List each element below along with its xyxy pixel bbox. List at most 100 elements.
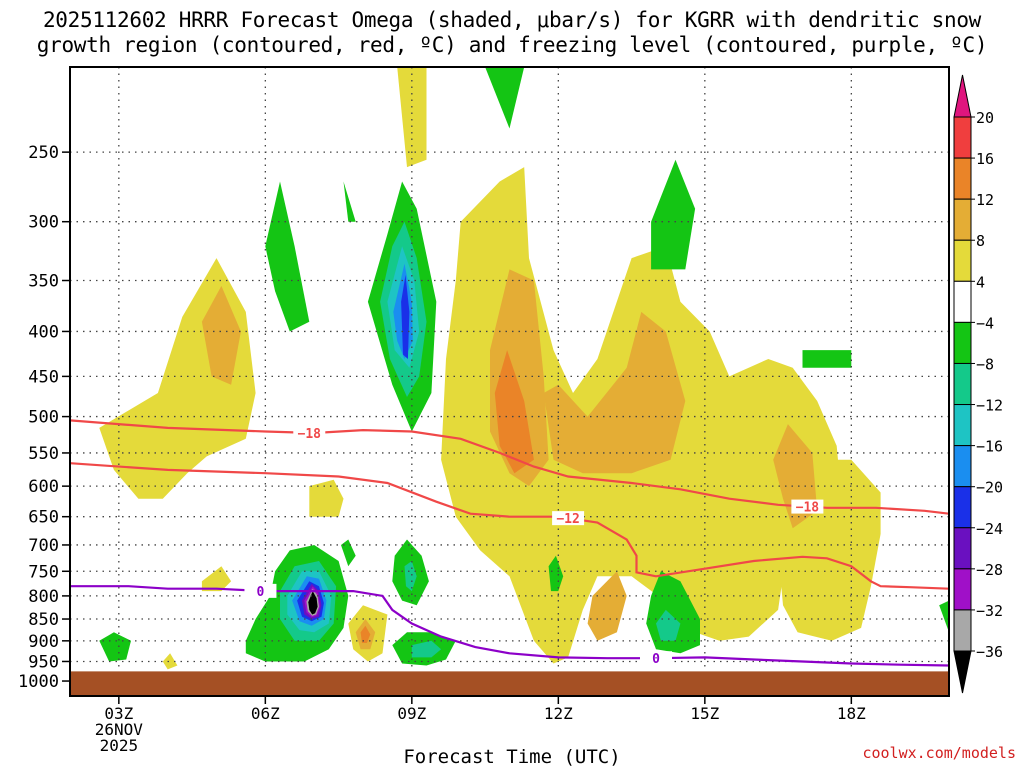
freezing-level-label-1: 0 [652, 652, 660, 667]
colorbar-bin-m8_m4 [953, 321, 972, 364]
y-tick-label-900: 900 [28, 632, 59, 652]
omega-region-29 [404, 561, 417, 592]
omega-region-1 [485, 67, 525, 129]
x-tick-label-09Z: 09Z [397, 704, 426, 723]
y-tick-label-550: 550 [28, 444, 59, 464]
x-tick-label-12Z: 12Z [544, 704, 573, 723]
omega-region-0 [397, 67, 427, 168]
omega-region-13 [543, 311, 686, 474]
x-tick-label-06Z: 06Z [251, 704, 280, 723]
dgz-lower-label-bg-0 [552, 511, 585, 526]
y-tick-label-300: 300 [28, 213, 59, 233]
colorbar-bin-16_20 [953, 116, 972, 159]
omega-region-21 [656, 609, 681, 641]
y-tick-label-700: 700 [28, 536, 59, 556]
dgz-upper-label-bg-0 [293, 425, 326, 440]
colorbar-bin-m20_m16 [953, 445, 972, 488]
colorbar-bin-4_8 [953, 239, 972, 282]
title-line-1: 2025112602 HRRR Forecast Omega (shaded, … [42, 8, 982, 32]
grid-lines [70, 67, 949, 696]
colorbar-label-11: −28 [976, 561, 1003, 579]
omega-region-31 [411, 640, 442, 658]
colorbar-bin-8_12 [953, 198, 972, 241]
colorbar-bin-m32_m28 [953, 568, 972, 611]
y-tick-label-400: 400 [28, 322, 59, 342]
colorbar-label-9: −20 [976, 479, 1003, 497]
y-tick-label-350: 350 [28, 272, 59, 292]
colorbar-top-arrow [953, 74, 972, 118]
omega-region-35 [360, 625, 371, 643]
colorbar-bin-m16_m12 [953, 404, 972, 447]
x-tick-label-15Z: 15Z [690, 704, 719, 723]
x-tick-label-18Z: 18Z [837, 704, 866, 723]
omega-region-32 [341, 539, 356, 567]
colorbar-bin-m28_m24 [953, 527, 972, 570]
colorbar-label-5: −4 [976, 314, 994, 332]
colorbar-label-2: 12 [976, 191, 994, 209]
freezing-level-line [70, 585, 949, 667]
y-axis: 2503003504004505005506006507007508008509… [18, 143, 70, 692]
y-tick-label-450: 450 [28, 367, 59, 387]
y-tick-label-750: 750 [28, 562, 59, 582]
omega-region-26 [162, 653, 178, 670]
y-tick-label-650: 650 [28, 508, 59, 528]
contour-lines: −18 −18 −12 0 0 [70, 419, 949, 667]
omega-region-23 [939, 600, 949, 633]
colorbar-label-6: −8 [976, 355, 994, 373]
dgz-upper-label-0: −18 [298, 427, 322, 442]
omega-region-19 [802, 350, 852, 368]
omega-region-44 [308, 591, 318, 615]
colorbar-bin-m4_4 [953, 280, 972, 323]
omega-region-22 [548, 555, 564, 592]
dgz-upper-label-1: −18 [796, 501, 820, 516]
y-tick-label-250: 250 [28, 143, 59, 163]
colorbar-bin-m24_m20 [953, 486, 972, 529]
y-tick-label-800: 800 [28, 587, 59, 607]
y-tick-label-950: 950 [28, 652, 59, 672]
colorbar-bin-m12_m8 [953, 362, 972, 406]
y-tick-label-600: 600 [28, 477, 59, 497]
x-tick-label-03Z-sub1: 26NOV [95, 720, 144, 739]
plot-frame [69, 66, 950, 697]
omega-region-18 [651, 159, 696, 270]
colorbar: 20 16 12 8 4 −4 −8 −12 −16 −20 −24 −28 −32 −36 [953, 74, 1003, 694]
chart-title: 2025112602 HRRR Forecast Omega (shaded, … [0, 8, 1024, 58]
omega-region-25 [201, 566, 232, 592]
dgz-upper-label-bg-1 [791, 499, 824, 514]
omega-region-4 [265, 181, 310, 332]
colorbar-label-4: 4 [976, 273, 985, 291]
colorbar-label-8: −16 [976, 438, 1003, 456]
dgz-lower-label-0: −12 [556, 512, 579, 527]
omega-region-15 [494, 350, 534, 474]
colorbar-label-0: 20 [976, 109, 994, 127]
omega-shading [99, 67, 949, 670]
omega-region-24 [309, 479, 344, 517]
y-tick-label-850: 850 [28, 610, 59, 630]
x-tick-label-03Z-sub2: 2025 [100, 736, 139, 755]
colorbar-label-12: −32 [976, 602, 1003, 620]
colorbar-label-3: 8 [976, 232, 985, 250]
ground-surface [70, 671, 949, 696]
x-tick-label-03Z: 03Z [104, 704, 133, 723]
y-tick-label-500: 500 [28, 408, 59, 428]
colorbar-label-1: 16 [976, 150, 994, 168]
colorbar-bottom-arrow [953, 650, 972, 694]
title-line-2: growth region (contoured, red, ºC) and f… [36, 33, 988, 57]
colorbar-label-10: −24 [976, 520, 1003, 538]
freezing-level-label-bg-0 [244, 583, 277, 598]
omega-region-5 [343, 181, 356, 222]
freezing-level-label-bg-1 [640, 651, 672, 666]
y-tick-label-1000: 1000 [18, 672, 59, 692]
freezing-level-label-0: 0 [257, 585, 265, 600]
colorbar-label-13: −36 [976, 643, 1003, 661]
omega-region-27 [99, 632, 131, 662]
site-credit: coolwx.com/models [862, 744, 1016, 762]
colorbar-bin-m36_m32 [953, 609, 972, 652]
omega-region-17 [587, 571, 627, 641]
omega-region-10 [401, 275, 410, 359]
dgz-lower-line [70, 462, 949, 590]
colorbar-bin-12_16 [953, 157, 972, 200]
colorbar-label-7: −12 [976, 397, 1003, 415]
